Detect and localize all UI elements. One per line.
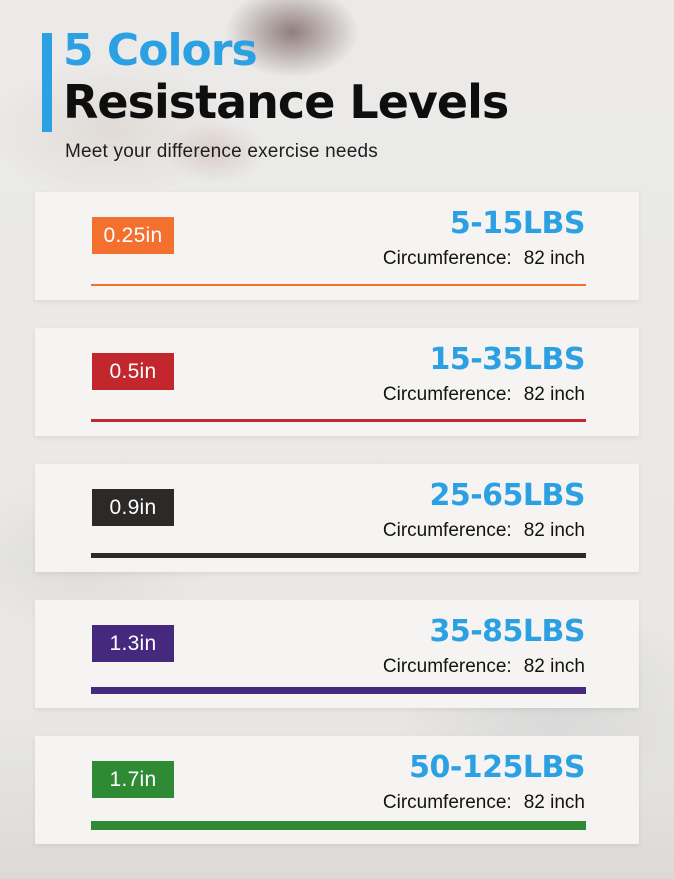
band-thickness-line [91, 687, 586, 694]
resistance-card-4: 1.3in 35-85LBS Circumference: 82 inch [35, 600, 639, 708]
weight-range: 15-35LBS [429, 342, 585, 377]
band-thickness-line [91, 419, 586, 422]
circumference-label: Circumference: [382, 520, 512, 541]
circumference-label: Circumference: [382, 248, 512, 269]
weight-range: 35-85LBS [429, 614, 585, 649]
circumference-value: 82 inch [523, 656, 585, 677]
circumference-label: Circumference: [382, 792, 512, 813]
circumference: Circumference: 82 inch [383, 520, 585, 542]
band-width-badge: 0.5in [92, 353, 174, 390]
resistance-card-2: 0.5in 15-35LBS Circumference: 82 inch [35, 328, 639, 436]
resistance-card-1: 0.25in 5-15LBS Circumference: 82 inch [35, 192, 639, 300]
weight-range: 50-125LBS [409, 750, 585, 785]
title-line-resistance: Resistance Levels [63, 75, 509, 129]
band-thickness-line [91, 821, 586, 830]
circumference: Circumference: 82 inch [383, 248, 585, 270]
weight-range: 5-15LBS [449, 206, 586, 241]
weight-range: 25-65LBS [429, 478, 585, 513]
title-accent-bar [42, 33, 52, 132]
circumference-label: Circumference: [382, 384, 512, 405]
circumference: Circumference: 82 inch [383, 792, 585, 814]
band-thickness-line [91, 553, 586, 558]
circumference: Circumference: 82 inch [383, 384, 585, 406]
circumference-value: 82 inch [523, 520, 585, 541]
subtitle: Meet your difference exercise needs [65, 141, 378, 162]
title-line-colors: 5 Colors [63, 25, 258, 76]
resistance-card-5: 1.7in 50-125LBS Circumference: 82 inch [35, 736, 639, 844]
band-width-badge: 1.7in [92, 761, 174, 798]
circumference-value: 82 inch [523, 384, 585, 405]
band-thickness-line [91, 284, 586, 286]
band-width-badge: 0.25in [92, 217, 174, 254]
circumference-value: 82 inch [523, 248, 585, 269]
circumference: Circumference: 82 inch [383, 656, 585, 678]
band-width-badge: 0.9in [92, 489, 174, 526]
resistance-card-3: 0.9in 25-65LBS Circumference: 82 inch [35, 464, 639, 572]
circumference-value: 82 inch [523, 792, 585, 813]
band-width-badge: 1.3in [92, 625, 174, 662]
header: 5 Colors Resistance Levels Meet your dif… [42, 24, 509, 163]
circumference-label: Circumference: [382, 656, 512, 677]
